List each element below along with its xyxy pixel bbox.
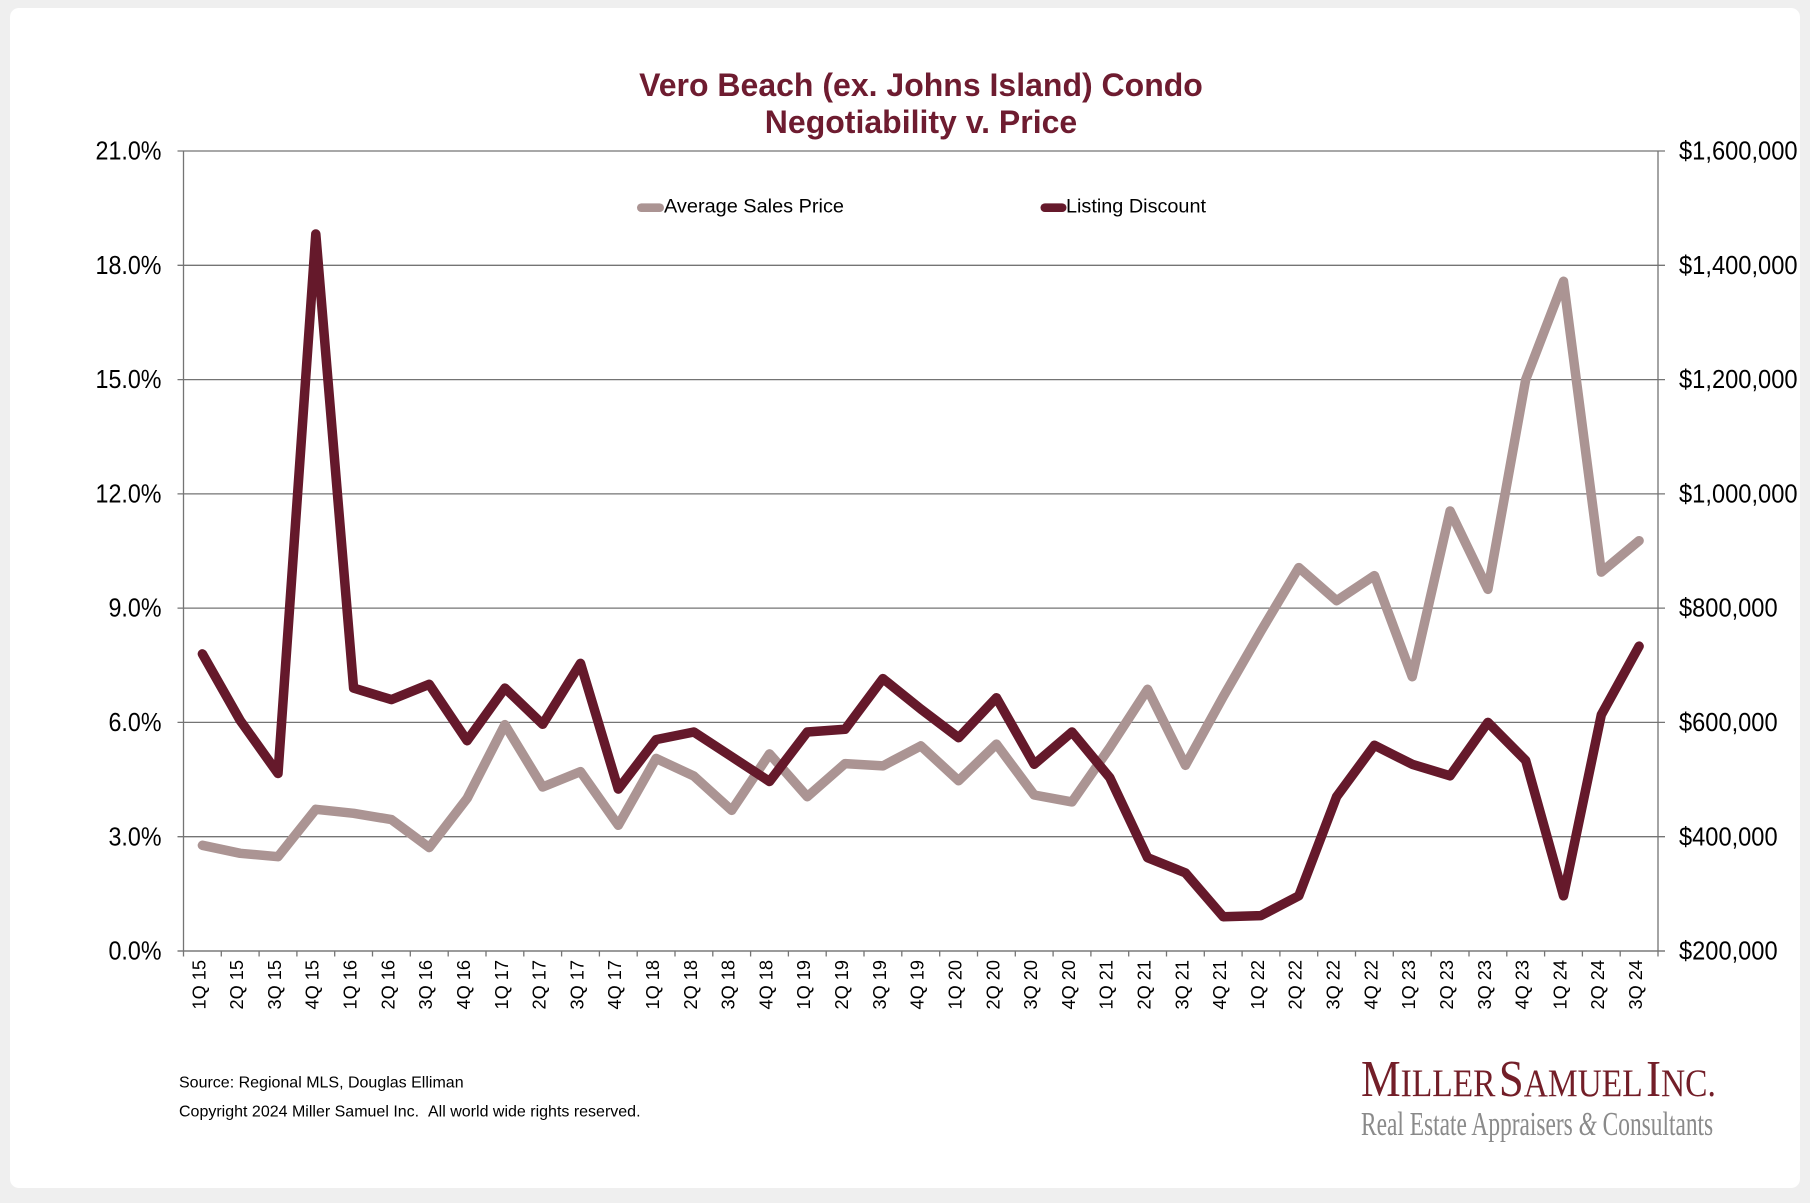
svg-text:2Q 17: 2Q 17: [530, 960, 550, 1010]
svg-text:2Q 16: 2Q 16: [378, 960, 398, 1010]
svg-text:3Q 22: 3Q 22: [1324, 960, 1344, 1010]
svg-text:$1,600,000: $1,600,000: [1679, 136, 1798, 166]
svg-text:1Q 21: 1Q 21: [1097, 960, 1117, 1010]
svg-text:$200,000: $200,000: [1679, 936, 1778, 966]
svg-text:1Q 24: 1Q 24: [1550, 960, 1570, 1010]
svg-text:Average Sales Price: Average Sales Price: [664, 197, 844, 218]
svg-text:1Q 16: 1Q 16: [341, 960, 361, 1010]
svg-text:Source: Regional MLS, Douglas: Source: Regional MLS, Douglas Elliman: [179, 1074, 464, 1091]
svg-text:1Q 18: 1Q 18: [643, 960, 663, 1010]
svg-text:4Q 15: 4Q 15: [303, 960, 323, 1010]
svg-text:9.0%: 9.0%: [109, 593, 162, 623]
svg-text:6.0%: 6.0%: [109, 707, 162, 737]
svg-text:Vero Beach (ex. Johns Island): Vero Beach (ex. Johns Island) Condo: [639, 67, 1203, 103]
svg-text:3.0%: 3.0%: [109, 821, 162, 851]
svg-text:21.0%: 21.0%: [96, 136, 162, 166]
svg-text:1Q 22: 1Q 22: [1248, 960, 1268, 1010]
svg-text:3Q 15: 3Q 15: [265, 960, 285, 1010]
svg-text:18.0%: 18.0%: [96, 250, 162, 280]
svg-text:$1,400,000: $1,400,000: [1679, 250, 1798, 280]
svg-text:Negotiability v. Price: Negotiability v. Price: [765, 104, 1077, 140]
svg-text:3Q 24: 3Q 24: [1626, 960, 1646, 1010]
svg-text:2Q 19: 2Q 19: [832, 960, 852, 1010]
svg-text:2Q 22: 2Q 22: [1286, 960, 1306, 1010]
svg-text:1Q 15: 1Q 15: [189, 960, 209, 1010]
svg-text:3Q 18: 3Q 18: [719, 960, 739, 1010]
svg-text:4Q 17: 4Q 17: [605, 960, 625, 1010]
svg-text:3Q 23: 3Q 23: [1475, 960, 1495, 1010]
svg-text:3Q 16: 3Q 16: [416, 960, 436, 1010]
svg-text:1Q 17: 1Q 17: [492, 960, 512, 1010]
svg-text:12.0%: 12.0%: [96, 479, 162, 509]
svg-text:3Q 19: 3Q 19: [870, 960, 890, 1010]
svg-text:1Q 20: 1Q 20: [946, 960, 966, 1010]
svg-text:2Q 24: 2Q 24: [1588, 960, 1608, 1010]
svg-text:4Q 18: 4Q 18: [756, 960, 776, 1010]
svg-text:4Q 16: 4Q 16: [454, 960, 474, 1010]
svg-text:4Q 22: 4Q 22: [1361, 960, 1381, 1010]
svg-text:$1,200,000: $1,200,000: [1679, 364, 1798, 394]
svg-text:3Q 17: 3Q 17: [567, 960, 587, 1010]
svg-text:Listing Discount: Listing Discount: [1066, 197, 1207, 218]
svg-text:0.0%: 0.0%: [109, 936, 162, 966]
svg-text:2Q 15: 2Q 15: [227, 960, 247, 1010]
svg-text:2Q 18: 2Q 18: [681, 960, 701, 1010]
svg-text:$600,000: $600,000: [1679, 707, 1778, 737]
svg-text:2Q 23: 2Q 23: [1437, 960, 1457, 1010]
svg-text:4Q 21: 4Q 21: [1210, 960, 1230, 1010]
svg-text:4Q 23: 4Q 23: [1513, 960, 1533, 1010]
svg-text:$400,000: $400,000: [1679, 821, 1778, 851]
svg-text:1Q 19: 1Q 19: [794, 960, 814, 1010]
svg-text:2Q 21: 2Q 21: [1135, 960, 1155, 1010]
svg-text:Copyright 2024 Miller Samuel I: Copyright 2024 Miller Samuel Inc. All wo…: [179, 1103, 641, 1120]
svg-text:$1,000,000: $1,000,000: [1679, 479, 1798, 509]
svg-text:3Q 21: 3Q 21: [1172, 960, 1192, 1010]
svg-text:4Q 19: 4Q 19: [908, 960, 928, 1010]
svg-text:2Q 20: 2Q 20: [983, 960, 1003, 1010]
svg-text:3Q 20: 3Q 20: [1021, 960, 1041, 1010]
svg-text:4Q 20: 4Q 20: [1059, 960, 1079, 1010]
svg-text:$800,000: $800,000: [1679, 593, 1778, 623]
svg-text:15.0%: 15.0%: [96, 364, 162, 394]
svg-text:1Q 23: 1Q 23: [1399, 960, 1419, 1010]
